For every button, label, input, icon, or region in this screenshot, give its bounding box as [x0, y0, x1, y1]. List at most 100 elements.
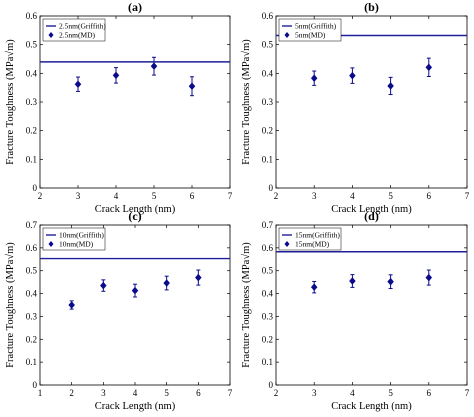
data-point	[68, 301, 75, 309]
x-tick-label: 6	[427, 388, 432, 398]
y-tick-label: 0.6	[262, 243, 274, 253]
legend: 10nm(Griffith)10nm(MD)	[42, 227, 106, 251]
y-tick-label: 0.4	[26, 68, 38, 78]
x-tick-label: 2	[274, 388, 279, 398]
y-tick-label: 0.4	[262, 68, 274, 78]
panel-label: (a)	[128, 0, 142, 14]
data-point	[425, 63, 433, 72]
chart-panel: (d) 2 3 4 5 6 7 0 0.1 0.2 0.3 0.4 0.5 0.6 0.7 Crack Len…	[240, 209, 470, 412]
y-tick-label: 0	[269, 380, 274, 390]
y-tick-label: 0.1	[262, 154, 273, 164]
chart-panel: (c) 1 2 3 4 5 6 7 0 0.1 0.2 0.3 0.4 0.5 0.6 0.7 Crack Le…	[4, 209, 233, 412]
x-axis-label: Crack Length (nm)	[331, 401, 412, 412]
data-point	[349, 277, 356, 285]
legend-box	[42, 18, 106, 42]
x-tick-label: 3	[312, 191, 317, 201]
x-tick-label: 2	[38, 191, 43, 201]
legend: 2.5nm(Griffith)2.5nm(MD)	[42, 18, 106, 42]
y-tick-label: 0.5	[26, 266, 38, 276]
x-tick-label: 4	[133, 388, 138, 398]
x-tick-label: 3	[76, 191, 81, 201]
y-tick-label: 0.6	[262, 11, 274, 21]
plot-frame	[275, 15, 468, 189]
y-tick-label: 0.6	[26, 243, 38, 253]
x-tick-label: 6	[427, 191, 432, 201]
x-tick-label: 3	[312, 388, 317, 398]
legend-marker-swatch	[48, 241, 54, 247]
y-tick-label: 0.1	[26, 357, 37, 367]
x-axis-label: Crack Length (nm)	[95, 204, 176, 215]
data-point	[150, 62, 158, 71]
legend: 15nm(Griffith)15nm(MD)	[278, 227, 342, 251]
panel-label: (c)	[128, 209, 141, 223]
x-tick-label: 7	[465, 191, 470, 201]
plot-frame	[275, 224, 468, 386]
y-axis-label: Fracture Toughness (MPa√m)	[4, 39, 16, 165]
legend: 5nm(Griffith)5nm(MD)	[278, 18, 342, 42]
x-tick-label: 4	[350, 388, 355, 398]
x-tick-label: 7	[228, 388, 233, 398]
y-tick-label: 0.1	[26, 154, 37, 164]
y-tick-label: 0.3	[262, 311, 274, 321]
legend-box	[42, 227, 106, 251]
legend-entry: 5nm(Griffith)	[295, 22, 337, 31]
x-tick-label: 7	[228, 191, 233, 201]
data-point	[310, 74, 318, 83]
legend-box	[278, 227, 342, 251]
x-tick-label: 6	[196, 388, 201, 398]
x-tick-label: 4	[114, 191, 119, 201]
plot-frame	[39, 15, 231, 189]
x-tick-label: 5	[388, 388, 393, 398]
x-tick-label: 6	[190, 191, 195, 201]
y-tick-label: 0.3	[262, 97, 274, 107]
data-point	[387, 82, 394, 90]
data-point	[195, 273, 202, 282]
y-tick-label: 0.2	[26, 126, 37, 136]
legend-marker-swatch	[284, 32, 290, 38]
y-tick-label: 0	[33, 183, 38, 193]
x-tick-label: 1	[38, 388, 43, 398]
data-point	[163, 279, 170, 287]
legend-marker-swatch	[48, 32, 54, 38]
x-tick-label: 4	[350, 191, 355, 201]
panel-label: (b)	[364, 0, 379, 14]
legend-entry: 5nm(MD)	[295, 31, 326, 40]
x-tick-label: 5	[152, 191, 157, 201]
y-axis-label: Fracture Toughness (MPa√m)	[4, 242, 16, 368]
data-point	[131, 286, 139, 295]
chart-panel: (a) 2 3 4 5 6 7 0 0.1 0.2 0.3 0.4 0.5 0.6 Crack Length…	[4, 0, 233, 215]
y-tick-label: 0.7	[26, 220, 38, 230]
legend-marker-swatch	[284, 241, 290, 247]
y-tick-label: 0.4	[26, 289, 38, 299]
legend-box	[278, 18, 342, 42]
data-point	[74, 80, 82, 89]
data-point	[100, 281, 107, 290]
data-point	[112, 71, 120, 80]
x-tick-label: 2	[274, 191, 279, 201]
x-axis-label: Crack Length (nm)	[331, 204, 412, 215]
chart-panel: (b) 2 3 4 5 6 7 0 0.1 0.2 0.3 0.4 0.5 0.6 Crack Length…	[240, 0, 470, 215]
y-tick-label: 0.3	[26, 311, 38, 321]
y-tick-label: 0.4	[262, 289, 274, 299]
x-tick-label: 3	[101, 388, 106, 398]
y-tick-label: 0.2	[262, 126, 273, 136]
legend-entry: 2.5nm(MD)	[59, 31, 96, 40]
y-tick-label: 0.2	[262, 334, 273, 344]
y-tick-label: 0.6	[26, 11, 38, 21]
panel-label: (d)	[364, 209, 379, 223]
legend-entry: 15nm(MD)	[295, 240, 330, 249]
x-tick-label: 2	[69, 388, 74, 398]
data-point	[349, 71, 356, 80]
y-tick-label: 0.1	[262, 357, 273, 367]
data-point	[188, 82, 196, 91]
legend-entry: 15nm(Griffith)	[295, 231, 340, 240]
legend-entry: 2.5nm(Griffith)	[59, 22, 106, 31]
y-axis-label: Fracture Toughness (MPa√m)	[240, 242, 252, 368]
data-point	[425, 273, 433, 282]
y-tick-label: 0.5	[262, 266, 274, 276]
x-axis-label: Crack Length (nm)	[95, 401, 176, 412]
y-tick-label: 0.3	[26, 97, 38, 107]
data-point	[310, 283, 318, 292]
y-tick-label: 0.5	[26, 40, 38, 50]
